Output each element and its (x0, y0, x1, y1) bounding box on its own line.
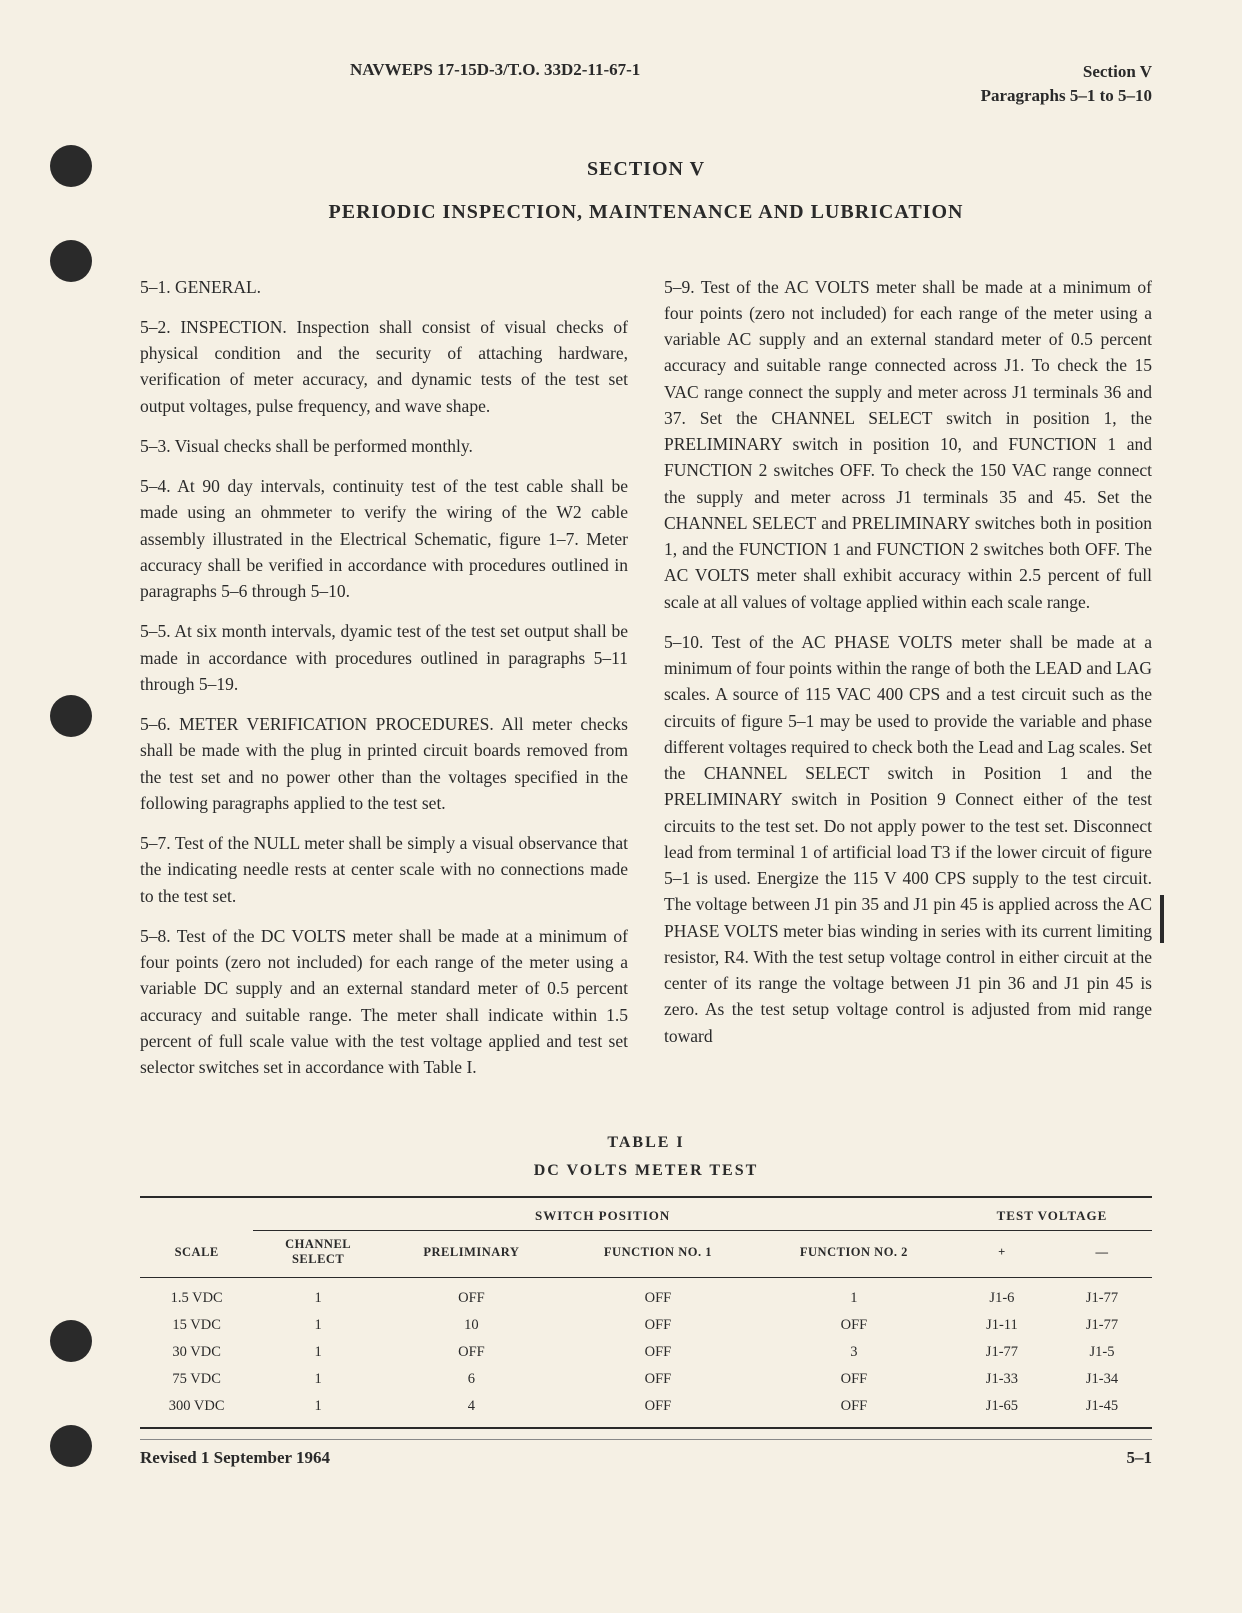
punch-hole (50, 145, 92, 187)
punch-hole (50, 1425, 92, 1467)
col-plus: + (952, 1231, 1052, 1278)
page-footer: Revised 1 September 1964 5–1 (140, 1439, 1152, 1468)
cell-f2: 1 (756, 1278, 952, 1313)
body-columns: 5–1. GENERAL. 5–2. INSPECTION. Inspectio… (140, 274, 1152, 1095)
cell-minus: J1-34 (1052, 1366, 1152, 1393)
cell-pre: 4 (383, 1393, 560, 1428)
cell-scale: 15 VDC (140, 1312, 253, 1339)
cell-cs: 1 (253, 1393, 383, 1428)
col-scale: SCALE (140, 1231, 253, 1278)
revised-date: Revised 1 September 1964 (140, 1448, 330, 1468)
cell-plus: J1-65 (952, 1393, 1052, 1428)
cell-minus: J1-77 (1052, 1278, 1152, 1313)
cell-f1: OFF (560, 1393, 756, 1428)
table-sub-header: SCALE CHANNELSELECT PRELIMINARY FUNCTION… (140, 1231, 1152, 1278)
change-bar (1160, 895, 1164, 943)
col-preliminary: PRELIMINARY (383, 1231, 560, 1278)
cell-f1: OFF (560, 1312, 756, 1339)
switch-position-header: SWITCH POSITION (253, 1197, 952, 1231)
paragraph: 5–8. Test of the DC VOLTS meter shall be… (140, 923, 628, 1081)
left-column: 5–1. GENERAL. 5–2. INSPECTION. Inspectio… (140, 274, 628, 1095)
table-group-header: SWITCH POSITION TEST VOLTAGE (140, 1197, 1152, 1231)
table-row: 1.5 VDC 1 OFF OFF 1 J1-6 J1-77 (140, 1278, 1152, 1313)
paragraph: 5–10. Test of the AC PHASE VOLTS meter s… (664, 629, 1152, 1049)
cell-f1: OFF (560, 1366, 756, 1393)
test-voltage-header: TEST VOLTAGE (952, 1197, 1152, 1231)
table-row: 300 VDC 1 4 OFF OFF J1-65 J1-45 (140, 1393, 1152, 1428)
cell-scale: 1.5 VDC (140, 1278, 253, 1313)
cell-minus: J1-77 (1052, 1312, 1152, 1339)
cell-cs: 1 (253, 1312, 383, 1339)
cell-minus: J1-45 (1052, 1393, 1152, 1428)
col-channel-select: CHANNELSELECT (253, 1231, 383, 1278)
cell-cs: 1 (253, 1366, 383, 1393)
paragraphs-label: Paragraphs 5–1 to 5–10 (981, 84, 1152, 108)
paragraph: 5–3. Visual checks shall be performed mo… (140, 433, 628, 459)
cell-plus: J1-33 (952, 1366, 1052, 1393)
cell-pre: 6 (383, 1366, 560, 1393)
punch-hole (50, 1320, 92, 1362)
cell-f2: 3 (756, 1339, 952, 1366)
cell-f1: OFF (560, 1278, 756, 1313)
cell-plus: J1-77 (952, 1339, 1052, 1366)
section-heading: SECTION V (140, 158, 1152, 181)
table-subtitle: DC VOLTS METER TEST (140, 1162, 1152, 1180)
paragraph: 5–4. At 90 day intervals, continuity tes… (140, 473, 628, 604)
cell-plus: J1-6 (952, 1278, 1052, 1313)
section-subheading: PERIODIC INSPECTION, MAINTENANCE AND LUB… (140, 201, 1152, 224)
paragraph: 5–2. INSPECTION. Inspection shall consis… (140, 314, 628, 419)
cell-f1: OFF (560, 1339, 756, 1366)
punch-hole (50, 240, 92, 282)
cell-pre: OFF (383, 1278, 560, 1313)
cell-f2: OFF (756, 1366, 952, 1393)
page-number: 5–1 (1127, 1448, 1153, 1468)
paragraph: 5–9. Test of the AC VOLTS meter shall be… (664, 274, 1152, 615)
paragraph: 5–5. At six month intervals, dyamic test… (140, 618, 628, 697)
doc-id: NAVWEPS 17-15D-3/T.O. 33D2-11-67-1 (350, 60, 640, 108)
cell-scale: 300 VDC (140, 1393, 253, 1428)
paragraph: 5–1. GENERAL. (140, 274, 628, 300)
table-row: 75 VDC 1 6 OFF OFF J1-33 J1-34 (140, 1366, 1152, 1393)
cell-cs: 1 (253, 1278, 383, 1313)
right-column: 5–9. Test of the AC VOLTS meter shall be… (664, 274, 1152, 1095)
paragraph: 5–7. Test of the NULL meter shall be sim… (140, 830, 628, 909)
cell-pre: 10 (383, 1312, 560, 1339)
cell-f2: OFF (756, 1312, 952, 1339)
col-function2: FUNCTION NO. 2 (756, 1231, 952, 1278)
cell-cs: 1 (253, 1339, 383, 1366)
table-row: 15 VDC 1 10 OFF OFF J1-11 J1-77 (140, 1312, 1152, 1339)
dc-volts-table: SWITCH POSITION TEST VOLTAGE SCALE CHANN… (140, 1196, 1152, 1429)
table-title: TABLE I (140, 1134, 1152, 1152)
cell-scale: 30 VDC (140, 1339, 253, 1366)
cell-scale: 75 VDC (140, 1366, 253, 1393)
cell-plus: J1-11 (952, 1312, 1052, 1339)
paragraph: 5–6. METER VERIFICATION PROCEDURES. All … (140, 711, 628, 816)
cell-f2: OFF (756, 1393, 952, 1428)
header-right: Section V Paragraphs 5–1 to 5–10 (981, 60, 1152, 108)
document-page: NAVWEPS 17-15D-3/T.O. 33D2-11-67-1 Secti… (0, 0, 1242, 1613)
cell-pre: OFF (383, 1339, 560, 1366)
section-label: Section V (981, 60, 1152, 84)
table-body: 1.5 VDC 1 OFF OFF 1 J1-6 J1-77 15 VDC 1 … (140, 1278, 1152, 1429)
cell-minus: J1-5 (1052, 1339, 1152, 1366)
page-header: NAVWEPS 17-15D-3/T.O. 33D2-11-67-1 Secti… (140, 60, 1152, 108)
punch-hole (50, 695, 92, 737)
col-minus: — (1052, 1231, 1152, 1278)
col-function1: FUNCTION NO. 1 (560, 1231, 756, 1278)
table-row: 30 VDC 1 OFF OFF 3 J1-77 J1-5 (140, 1339, 1152, 1366)
